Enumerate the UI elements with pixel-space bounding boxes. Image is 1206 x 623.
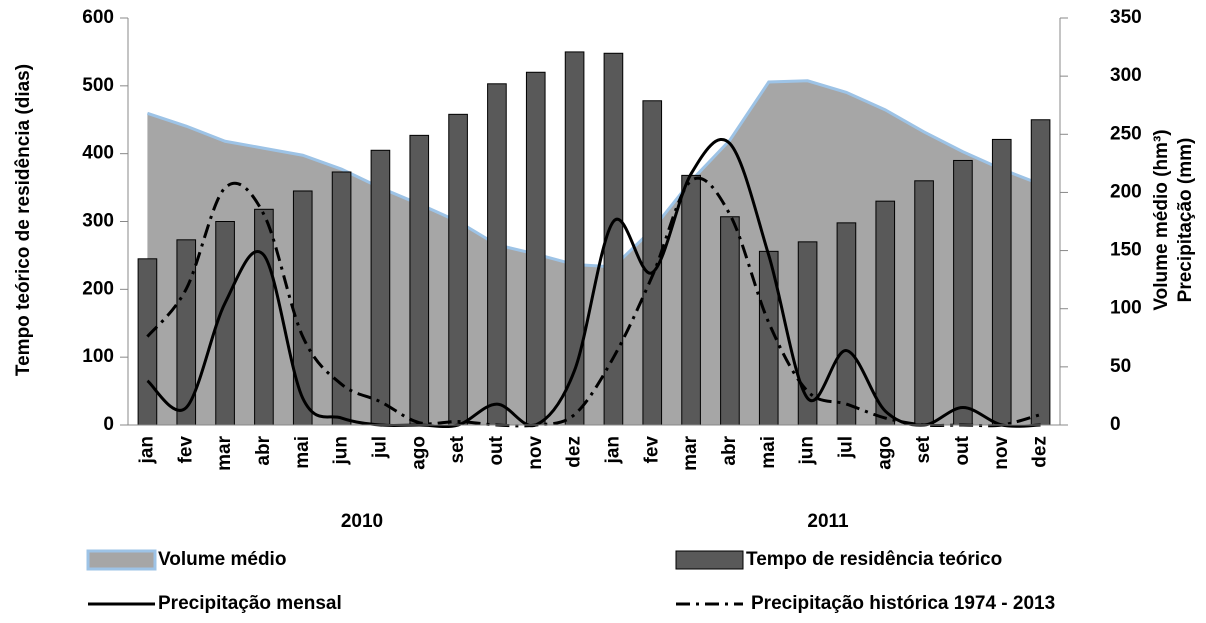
x-tick-label: abr xyxy=(253,435,274,465)
x-tick-label: ago xyxy=(408,436,429,470)
y2-axis-title: Volume médio (hm³) xyxy=(1151,129,1172,310)
y-tick-label: 300 xyxy=(82,211,114,232)
bar xyxy=(331,171,352,426)
x-tick-label: jun xyxy=(797,436,818,466)
y2-tick-label: 150 xyxy=(1110,240,1142,261)
x-tick-label: jan xyxy=(136,436,157,464)
bar xyxy=(991,138,1012,426)
x-tick-label: set xyxy=(447,435,468,463)
bar xyxy=(1030,119,1051,426)
y-tick-label: 400 xyxy=(82,143,114,164)
bar xyxy=(448,113,468,426)
y2-tick-label: 100 xyxy=(1110,298,1142,319)
x-tick-label: jan xyxy=(602,436,623,464)
bar xyxy=(875,200,896,426)
y2-tick-label: 350 xyxy=(1110,7,1142,28)
x-tick-label: dez xyxy=(1030,436,1051,468)
legend-swatch xyxy=(86,549,157,571)
x-tick-label: dez xyxy=(564,436,585,468)
bar xyxy=(370,149,391,426)
y-tick-label: 500 xyxy=(82,75,114,96)
y2-tick-label: 50 xyxy=(1110,356,1131,377)
x-tick-label: set xyxy=(913,435,934,463)
y-axis-title: Tempo teórico de residência (dias) xyxy=(13,64,34,376)
x-tick-label: nov xyxy=(991,436,1012,470)
line xyxy=(146,137,1041,429)
bar xyxy=(292,190,313,426)
legend-label: Precipitação mensal xyxy=(158,593,342,614)
bar xyxy=(681,174,701,426)
y-tick-label: 100 xyxy=(82,346,114,367)
area xyxy=(147,80,1041,426)
x-tick-label: mai xyxy=(758,436,779,469)
y2-tick-label: 300 xyxy=(1110,65,1142,86)
x-tick-label: out xyxy=(486,435,507,465)
line xyxy=(146,176,1041,428)
x-tick-label: jul xyxy=(835,436,856,459)
x-tick-label: mar xyxy=(214,435,235,470)
x-tick-label: mar xyxy=(680,435,701,470)
x-tick-label: abr xyxy=(719,435,740,465)
bar xyxy=(487,83,507,426)
x-tick-label: nov xyxy=(525,436,546,470)
bar xyxy=(409,134,430,426)
x-tick-label: ago xyxy=(874,436,895,470)
x-tick-label: out xyxy=(952,435,973,465)
bar xyxy=(254,208,274,426)
x-tick-label: jul xyxy=(369,436,390,459)
x-group-label: 2010 xyxy=(341,511,383,532)
y2-tick-label: 0 xyxy=(1110,414,1121,435)
area-edge xyxy=(146,79,1042,269)
x-tick-label: jun xyxy=(331,436,352,466)
y2-tick-label: 250 xyxy=(1110,123,1142,144)
x-group-label: 2011 xyxy=(807,511,849,532)
bar xyxy=(953,159,973,426)
y2-tick-label: 200 xyxy=(1110,181,1142,202)
bar xyxy=(720,216,740,426)
y2-axis-title: Precipitação (mm) xyxy=(1175,138,1196,303)
bar xyxy=(137,258,158,426)
legend-label: Volume médio xyxy=(158,549,286,570)
bar xyxy=(836,222,857,426)
x-tick-label: fev xyxy=(175,436,196,464)
legend-swatch xyxy=(675,550,744,570)
legend-label: Precipitação histórica 1974 - 2013 xyxy=(751,593,1055,614)
x-tick-label: fev xyxy=(641,436,662,464)
y-tick-label: 200 xyxy=(82,278,114,299)
legend-label: Tempo de residência teórico xyxy=(746,549,1002,570)
bar xyxy=(525,71,546,426)
bar xyxy=(914,180,934,426)
y-tick-label: 0 xyxy=(103,414,114,435)
x-tick-label: mai xyxy=(292,436,313,469)
y-tick-label: 600 xyxy=(82,7,114,28)
